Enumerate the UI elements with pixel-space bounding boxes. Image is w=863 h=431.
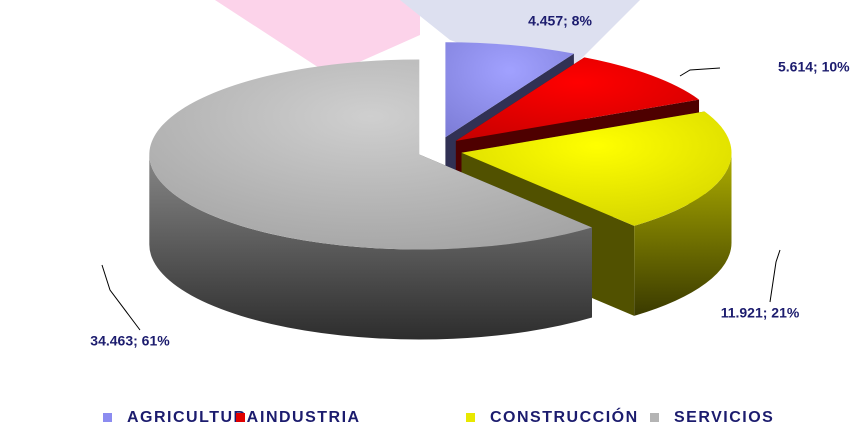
legend-label: SERVICIOS [674, 409, 774, 426]
leader-line [101, 264, 141, 331]
data-label: 4.457; 8% [528, 13, 592, 29]
legend-marker [236, 413, 245, 422]
leader-line [769, 249, 781, 303]
slice-side [149, 154, 593, 340]
slice-top [455, 57, 700, 141]
slice-top [445, 42, 574, 138]
background-shape [215, 0, 420, 75]
data-label: 11.921; 21% [721, 305, 800, 321]
data-label: 5.614; 10% [778, 59, 850, 75]
legend-label: CONSTRUCCIÓN [490, 407, 639, 426]
slice-top [461, 111, 732, 226]
slice [149, 59, 593, 340]
legend-marker [650, 413, 659, 422]
slice-top [149, 59, 593, 250]
legend-label: INDUSTRIA [260, 409, 361, 426]
data-label: 34.463; 61% [90, 333, 170, 349]
slice-side [634, 152, 732, 316]
legend-marker [466, 413, 475, 422]
legend-marker [103, 413, 112, 422]
background-shape [400, 0, 640, 80]
leader-line [679, 67, 721, 77]
legend-label: AGRICULTURA [127, 409, 260, 426]
